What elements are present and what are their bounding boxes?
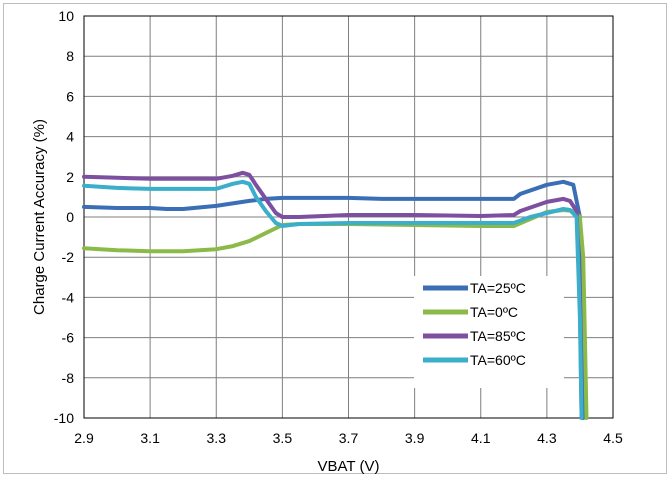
y-tick-label: -4 [62,289,75,305]
chart-frame [3,3,667,474]
plot-area [83,15,614,419]
legend-label: TA=60ºC [470,352,526,368]
y-tick-label: 0 [66,209,74,225]
y-tick-label: -10 [54,410,74,426]
y-tick-label: 8 [66,48,74,64]
series-line-0 [82,179,586,420]
legend-label: TA=25ºC [470,280,526,296]
y-tick-label: 6 [66,88,74,104]
x-axis-label: VBAT (V) [318,458,380,475]
y-tick-label: 10 [58,8,74,24]
x-axis-ticks: 2.9 3.1 3.3 3.5 3.7 3.9 4.1 4.3 4.5 [74,430,623,446]
y-tick-label: 2 [66,169,74,185]
x-tick-label: 3.3 [207,430,227,446]
x-tick-label: 3.1 [140,430,160,446]
x-tick-label: 3.7 [339,430,359,446]
y-tick-label: -8 [62,370,75,386]
x-tick-label: 3.5 [273,430,293,446]
series-line-2 [82,170,584,420]
y-tick-label: -2 [62,249,75,265]
legend-label: TA=0ºC [470,304,518,320]
series-lines [82,170,589,420]
x-tick-label: 3.9 [405,430,425,446]
y-axis-label: Charge Current Accuracy (%) [31,119,48,315]
x-tick-label: 4.3 [537,430,557,446]
x-tick-label: 2.9 [74,430,94,446]
legend: TA=25ºC TA=0ºC TA=85ºC TA=60ºC [414,276,564,388]
legend-label: TA=85ºC [470,328,526,344]
x-tick-label: 4.1 [471,430,491,446]
series-line-3 [82,179,584,420]
x-tick-label: 4.5 [603,430,623,446]
y-tick-label: -6 [62,330,75,346]
y-axis-ticks: 10 8 6 4 2 0 -2 -4 -6 -8 -10 [54,8,74,426]
y-tick-label: 4 [66,129,74,145]
legend-box [414,276,564,388]
